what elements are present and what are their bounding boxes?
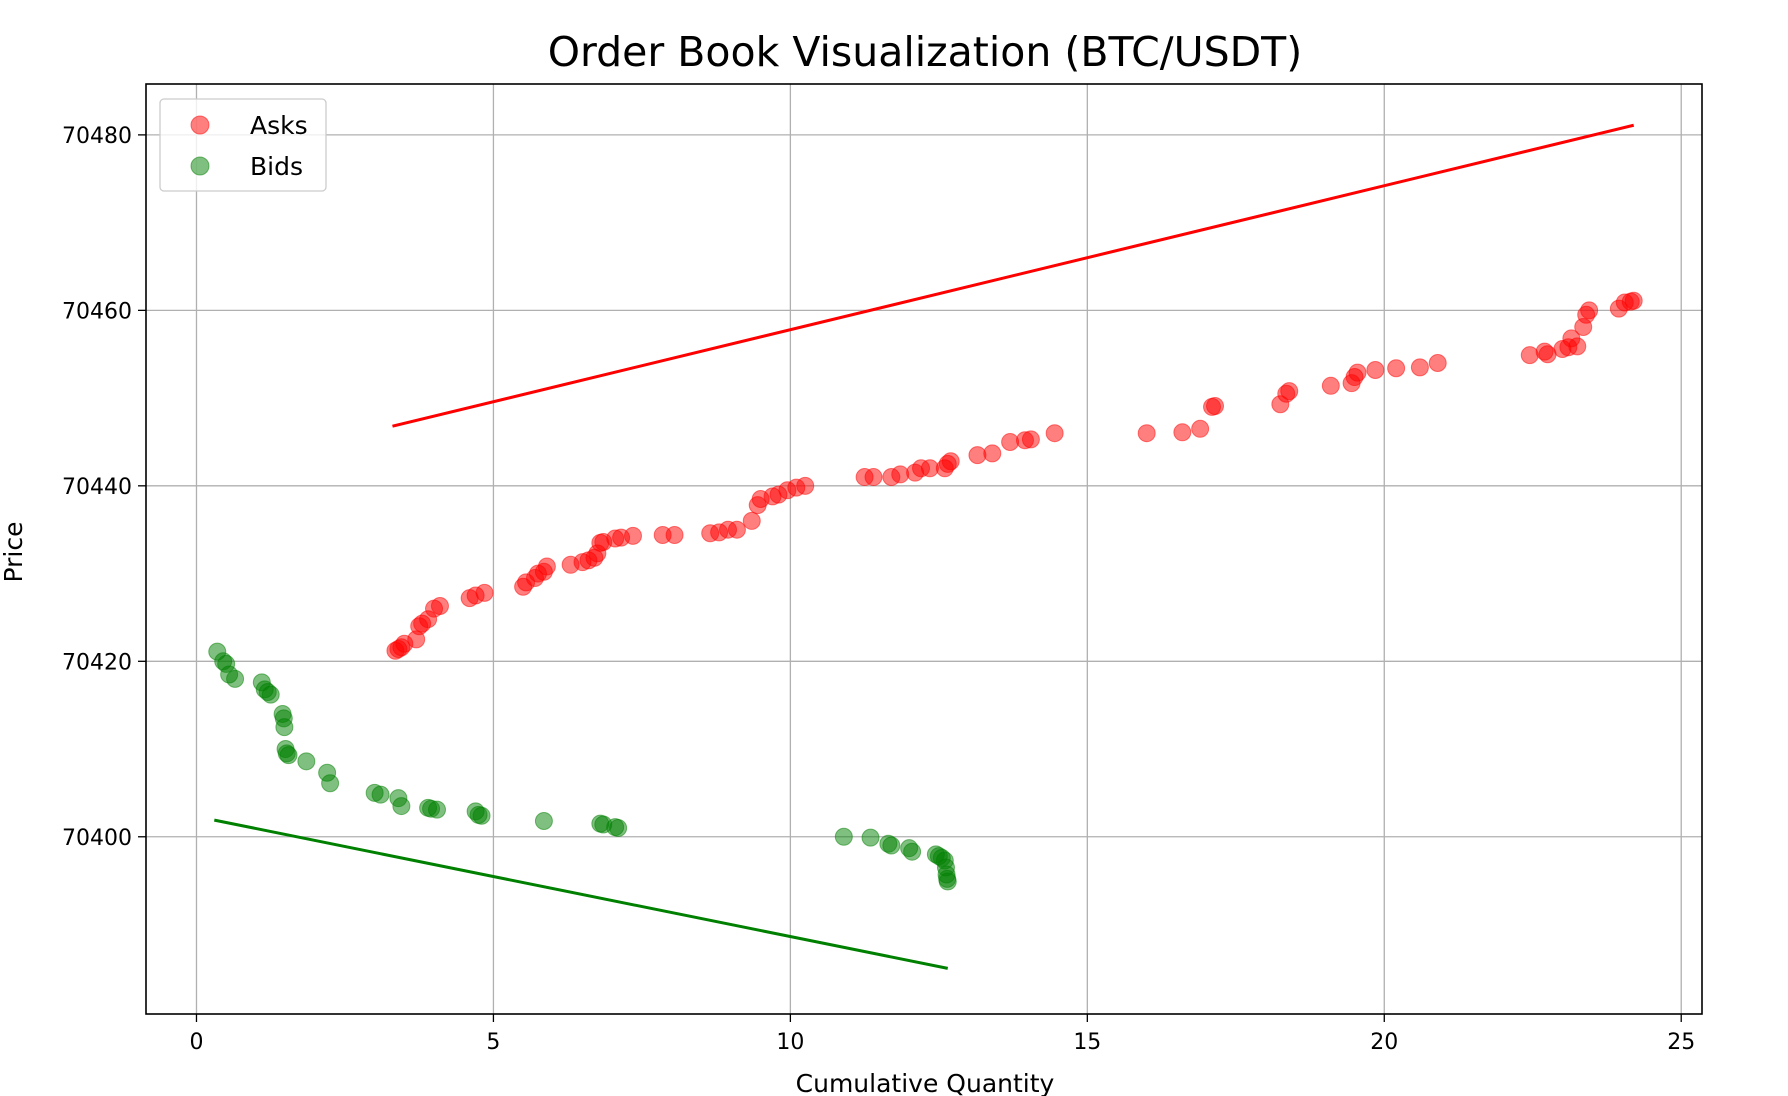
- asks-point: [475, 583, 494, 602]
- trend-line-3: [214, 818, 949, 970]
- asks-point: [1568, 337, 1587, 356]
- y-tick-label: 70420: [62, 650, 132, 675]
- asks-point: [1428, 354, 1447, 372]
- asks-point: [1624, 291, 1643, 310]
- y-tick-label: 70480: [62, 124, 132, 149]
- bids-point: [321, 774, 340, 793]
- bids-point: [226, 669, 245, 688]
- asks-point: [623, 526, 642, 545]
- x-tick-label: 15: [1073, 1030, 1101, 1055]
- bids-point: [275, 718, 294, 737]
- bids-point: [472, 806, 491, 825]
- legend: Asks Bids: [159, 98, 327, 192]
- y-tick-label: 70400: [62, 826, 132, 851]
- asks-point: [742, 511, 761, 530]
- y-tick-label: 70460: [62, 299, 132, 324]
- y-axis-ticks: 70400 70420 70440 70460 70480: [62, 124, 146, 851]
- asks-point: [891, 465, 910, 484]
- legend-label-asks: Asks: [250, 111, 308, 140]
- chart-title: Order Book Visualization (BTC/USDT): [548, 28, 1302, 76]
- bids-point: [609, 819, 628, 837]
- grid-lines: [146, 84, 1702, 1014]
- asks-point: [1387, 359, 1406, 378]
- x-tick-label: 25: [1667, 1030, 1695, 1055]
- bids-point: [371, 785, 390, 804]
- asks-point: [1410, 358, 1429, 377]
- asks-point: [1206, 396, 1225, 415]
- asks-point: [1191, 419, 1210, 438]
- x-tick-label: 20: [1370, 1030, 1398, 1055]
- asks-point: [430, 597, 449, 616]
- y-tick-label: 70440: [62, 475, 132, 500]
- trend-lines: [214, 123, 1635, 970]
- bids-point: [534, 811, 553, 830]
- bids-point: [903, 842, 922, 861]
- asks-point: [1348, 363, 1367, 382]
- asks-point: [1137, 424, 1156, 443]
- x-axis-label: Cumulative Quantity: [796, 1069, 1055, 1096]
- asks-point: [537, 557, 556, 576]
- asks-point: [941, 452, 960, 471]
- bids-point: [279, 746, 298, 765]
- asks-point: [1580, 301, 1599, 320]
- asks-point: [1045, 424, 1064, 443]
- plot-area: [146, 84, 1702, 1014]
- asks-point: [1520, 346, 1539, 365]
- asks-point: [1280, 382, 1299, 401]
- asks-point: [796, 476, 815, 495]
- asks-point: [665, 525, 684, 544]
- x-tick-label: 10: [776, 1030, 804, 1055]
- asks-point: [1173, 423, 1192, 442]
- asks-point: [1021, 430, 1040, 449]
- asks-point: [968, 446, 987, 465]
- x-tick-label: 5: [486, 1030, 500, 1055]
- legend-marker-bids: [190, 156, 210, 176]
- bids-point: [261, 685, 280, 704]
- bids-point: [938, 872, 957, 891]
- scatter-points: [208, 291, 1643, 891]
- legend-label-bids: Bids: [250, 152, 303, 181]
- asks-point: [1001, 432, 1020, 451]
- bids-point: [392, 797, 411, 816]
- bids-point: [428, 800, 447, 819]
- y-axis-label: Price: [0, 522, 28, 583]
- bids-point: [834, 827, 853, 846]
- asks-point: [1321, 376, 1340, 395]
- bids-point: [882, 836, 901, 855]
- x-tick-label: 0: [189, 1030, 203, 1055]
- x-axis-ticks: 0 5 10 15 20 25: [189, 1014, 1695, 1055]
- asks-point: [864, 468, 883, 487]
- legend-marker-asks: [190, 115, 210, 135]
- asks-point: [727, 520, 746, 539]
- plot-frame: [145, 83, 1703, 1015]
- asks-point: [983, 444, 1002, 463]
- asks-point: [1366, 361, 1385, 380]
- bids-point: [297, 752, 316, 771]
- trend-line-2: [392, 123, 1635, 428]
- bids-point: [861, 828, 880, 847]
